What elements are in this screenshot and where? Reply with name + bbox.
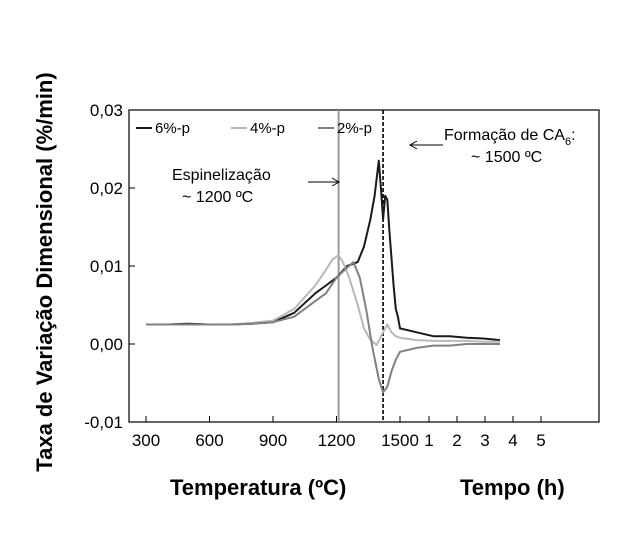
series-line-6p (146, 159, 501, 342)
legend-label: 6%-p (155, 120, 190, 137)
x-tick-label-temperature: 300 (132, 431, 160, 450)
x-tick-label-time: 4 (508, 431, 517, 450)
legend-label: 4%-p (250, 120, 285, 137)
series-line-2p (146, 261, 500, 394)
y-axis-title: Taxa de Variação Dimensional (%/min) (32, 72, 57, 471)
y-tick-label: -0,01 (84, 413, 123, 432)
x-axis-ticks: 300 600 900 1200 1500 1 2 3 4 5 (132, 416, 546, 450)
annotation-ca6-subscript: 6 (565, 136, 571, 148)
series-layer (146, 159, 501, 394)
y-tick-label: 0,01 (90, 257, 123, 276)
annotation-spinel-arrowhead (331, 177, 341, 187)
annotation-ca6-text: Formação de CA (444, 127, 565, 144)
y-tick-label: 0,03 (90, 101, 123, 120)
x-axis-title-temperature: Temperatura (ºC) (170, 475, 346, 500)
x-tick-label-time: 5 (536, 431, 545, 450)
annotation-spinel-line1: Espinelização (172, 167, 271, 184)
x-tick-label-time: 2 (452, 431, 461, 450)
x-tick-label-temperature: 900 (259, 431, 287, 450)
x-tick-label-temperature: 1200 (318, 431, 356, 450)
x-tick-label-time: 3 (480, 431, 489, 450)
legend-label: 2%-p (337, 120, 372, 137)
y-tick-label: 0,02 (90, 179, 123, 198)
x-tick-label-temperature: 600 (195, 431, 223, 450)
x-tick-label-time: 1 (424, 431, 433, 450)
annotation-ca6-arrowhead (408, 140, 418, 150)
annotation-ca6-suffix: : (571, 127, 575, 144)
series-line-4p (146, 254, 500, 346)
annotation-spinel-line2: ~ 1200 ºC (182, 189, 253, 206)
y-axis-ticks: 0,03 0,02 0,01 0,00 -0,01 (84, 101, 135, 432)
legend: 6%-p 4%-p 2%-p (136, 120, 372, 137)
annotation-ca6-line1: Formação de CA6: (444, 127, 576, 148)
x-tick-label-temperature: 1500 (381, 431, 419, 450)
y-tick-label: 0,00 (90, 335, 123, 354)
x-axis-title-time: Tempo (h) (460, 475, 565, 500)
annotation-ca6-line2: ~ 1500 ºC (471, 149, 542, 166)
